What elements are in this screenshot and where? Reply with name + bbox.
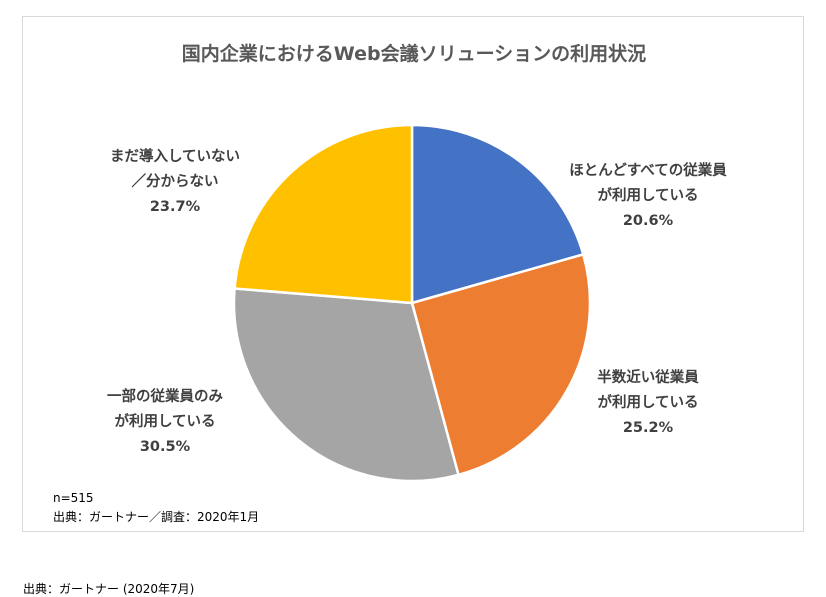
pie-slice-some-employees [232,287,460,483]
slice-label-line: が利用している [114,414,216,430]
slice-label-line: 半数近い従業員 [597,370,699,386]
page-caption: 出典：ガートナー (2020年7月) [23,582,195,596]
chart-title: 国内企業におけるWeb会議ソリューションの利用状況 [181,43,647,65]
pie-slice-all-employees [410,123,585,305]
slice-label-line: ／分からない [131,174,219,190]
chart-frame: 国内企業におけるWeb会議ソリューションの利用状況 ほとんどすべての従業員 が利… [22,16,804,532]
source-note: 出典：ガートナー／調査：2020年1月 [53,510,260,524]
slice-value-label: 23.7% [149,199,201,215]
slice-label-line: が利用している [597,395,699,411]
slice-label-line: が利用している [597,188,699,204]
pie-chart [232,123,592,483]
slice-label-line: まだ導入していない [109,149,241,165]
slice-value-label: 30.5% [139,439,191,455]
pie-slice-half-employees [410,253,592,477]
slice-value-label: 25.2% [622,420,674,436]
sample-size-note: n=515 [53,491,94,505]
slice-label-some-employees: 一部の従業員のみ が利用している 30.5% [75,385,255,460]
pie-slice-not-introduced [233,123,414,305]
slice-label-line: ほとんどすべての従業員 [569,163,727,179]
slice-label-all-employees: ほとんどすべての従業員 が利用している 20.6% [543,159,753,234]
slice-label-half-employees: 半数近い従業員 が利用している 25.2% [563,366,733,441]
slice-label-not-introduced: まだ導入していない ／分からない 23.7% [85,145,265,220]
slice-value-label: 20.6% [622,213,674,229]
slice-label-line: 一部の従業員のみ [107,389,223,405]
